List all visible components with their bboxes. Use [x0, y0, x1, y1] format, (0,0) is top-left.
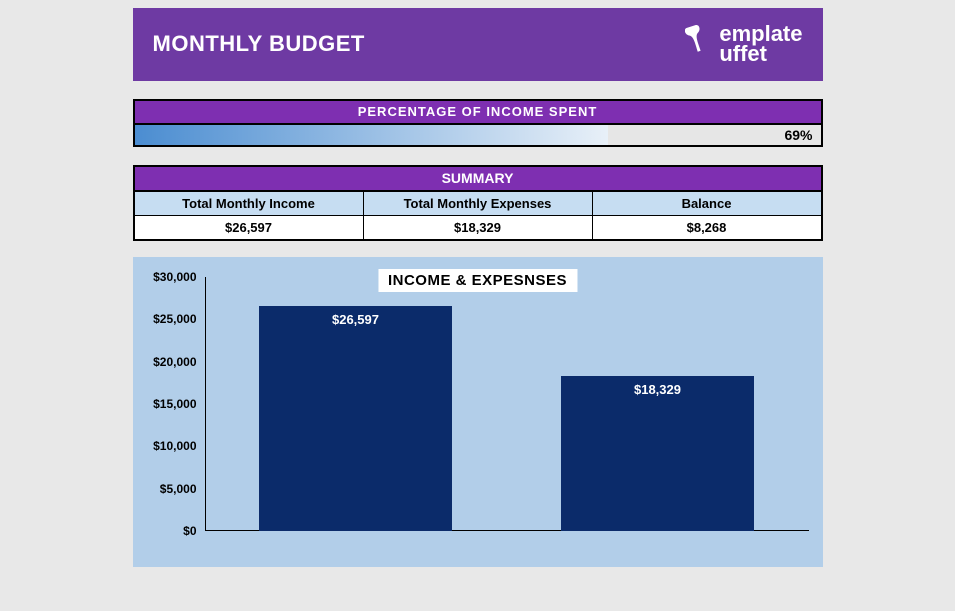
- percentage-bar: 69%: [133, 123, 823, 147]
- budget-template: MONTHLY BUDGET emplate uffet PERCENTAGE …: [133, 8, 823, 567]
- logo: emplate uffet: [685, 22, 802, 65]
- bar-slot: $18,329: [507, 277, 809, 531]
- logo-line-2: uffet: [719, 44, 802, 64]
- y-tick-label: $0: [183, 524, 196, 538]
- y-tick-label: $30,000: [153, 270, 196, 284]
- logo-text: emplate uffet: [719, 24, 802, 64]
- percentage-value: 69%: [784, 127, 812, 143]
- page-title: MONTHLY BUDGET: [153, 31, 365, 57]
- percentage-fill: [135, 125, 608, 145]
- summary-column: Total Monthly Income$26,597: [135, 190, 364, 239]
- summary-column-value: $26,597: [135, 216, 363, 239]
- bars-container: $26,597 $18,329: [205, 277, 809, 531]
- summary-column: Balance$8,268: [593, 190, 821, 239]
- summary-column-value: $18,329: [364, 216, 592, 239]
- bar-slot: $26,597: [205, 277, 507, 531]
- chart-plot-area: $26,597 $18,329: [205, 277, 809, 531]
- spoon-icon: [685, 22, 715, 65]
- summary-header: SUMMARY: [133, 165, 823, 190]
- bar: $26,597: [259, 306, 452, 531]
- y-tick-label: $15,000: [153, 397, 196, 411]
- summary-column: Total Monthly Expenses$18,329: [364, 190, 593, 239]
- bar-value-label: $26,597: [259, 312, 452, 327]
- bar-value-label: $18,329: [561, 382, 754, 397]
- summary-column-value: $8,268: [593, 216, 821, 239]
- y-axis: $0$5,000$10,000$15,000$20,000$25,000$30,…: [133, 277, 203, 531]
- header: MONTHLY BUDGET emplate uffet: [133, 8, 823, 81]
- summary-column-header: Total Monthly Expenses: [364, 190, 592, 216]
- summary-column-header: Total Monthly Income: [135, 190, 363, 216]
- percentage-header: PERCENTAGE OF INCOME SPENT: [133, 99, 823, 123]
- summary-table: Total Monthly Income$26,597Total Monthly…: [133, 190, 823, 241]
- income-expenses-chart: INCOME & EXPESNSES $0$5,000$10,000$15,00…: [133, 257, 823, 567]
- y-tick-label: $5,000: [160, 482, 197, 496]
- bar: $18,329: [561, 376, 754, 531]
- y-tick-label: $10,000: [153, 439, 196, 453]
- summary-column-header: Balance: [593, 190, 821, 216]
- y-tick-label: $25,000: [153, 312, 196, 326]
- y-tick-label: $20,000: [153, 355, 196, 369]
